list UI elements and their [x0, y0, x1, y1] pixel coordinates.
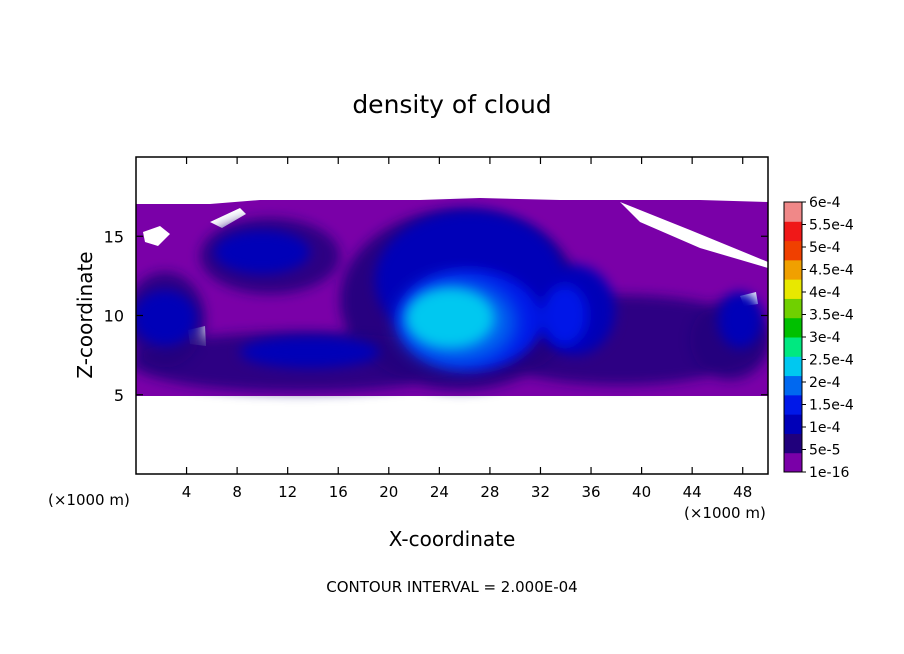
x-axis-unit-left: (×1000 m) — [48, 491, 130, 509]
colorbar-swatch — [784, 221, 802, 242]
colorbar-swatch — [784, 202, 802, 222]
colorbar-swatch — [784, 433, 802, 454]
colorbar-label: 3e-4 — [809, 330, 841, 346]
cloud-gap — [210, 208, 246, 228]
colorbar-label: 4e-4 — [809, 285, 841, 301]
colorbar-swatch — [784, 298, 802, 319]
colorbar-swatch — [784, 259, 802, 280]
x-axis-unit-right: (×1000 m) — [684, 504, 766, 522]
colorbar-label: 5e-4 — [809, 240, 841, 256]
colorbar-swatch — [784, 414, 802, 434]
y-axis-label: Z-coordinate — [73, 251, 97, 378]
colorbar-label: 1e-16 — [809, 465, 849, 481]
colorbar: 1e-16 5e-5 1e-4 1.5e-4 2e-4 2.5e-4 3e-4 3.5e-4 4… — [783, 195, 854, 481]
colorbar-label: 2.5e-4 — [809, 353, 854, 369]
x-tick-label: 4 — [182, 483, 192, 501]
contour-1.5e-4 — [543, 285, 587, 345]
x-tick-label: 20 — [379, 483, 398, 501]
cloud-gap — [143, 226, 170, 246]
colorbar-swatch — [784, 452, 802, 473]
x-tick-label: 32 — [531, 483, 550, 501]
cloud-density-field — [136, 198, 768, 396]
contour-1e-4 — [718, 292, 762, 348]
colorbar-label: 6e-4 — [809, 195, 841, 211]
contour-1e-4 — [136, 290, 197, 346]
chart-title: density of cloud — [352, 90, 551, 119]
x-tick-label: 40 — [632, 483, 651, 501]
colorbar-swatch — [784, 375, 802, 396]
y-axis: 5 10 15 — [104, 227, 768, 405]
x-tick-label: 28 — [480, 483, 499, 501]
x-tick-label: 12 — [278, 483, 297, 501]
x-axis: 4 8 12 16 20 24 28 32 36 40 44 48 — [182, 157, 752, 501]
colorbar-swatch — [784, 394, 802, 415]
x-tick-label: 24 — [430, 483, 449, 501]
x-tick-label: 44 — [683, 483, 702, 501]
contour-1e-4 — [240, 336, 380, 368]
colorbar-swatch — [784, 279, 802, 299]
x-tick-label: 8 — [232, 483, 242, 501]
y-tick-label: 10 — [104, 307, 124, 326]
colorbar-swatch — [784, 356, 802, 377]
colorbar-label: 2e-4 — [809, 375, 841, 391]
colorbar-swatch — [784, 240, 802, 261]
colorbar-label: 5e-5 — [809, 443, 840, 459]
y-tick-label: 15 — [104, 227, 124, 246]
x-tick-label: 16 — [329, 483, 348, 501]
contour-core — [406, 288, 494, 348]
colorbar-swatch — [784, 337, 802, 357]
x-tick-label: 36 — [581, 483, 600, 501]
x-axis-label: X-coordinate — [389, 527, 516, 551]
colorbar-label: 1.5e-4 — [809, 398, 854, 414]
colorbar-label: 5.5e-4 — [809, 218, 854, 234]
colorbar-label: 1e-4 — [809, 420, 841, 436]
colorbar-swatch — [784, 317, 802, 338]
contour-interval-note: CONTOUR INTERVAL = 2.000E-04 — [326, 578, 577, 596]
y-tick-label: 5 — [114, 386, 124, 405]
colorbar-label: 3.5e-4 — [809, 308, 854, 324]
contour-1e-4 — [214, 230, 310, 274]
cloud-gap — [620, 202, 768, 268]
colorbar-label: 4.5e-4 — [809, 263, 854, 279]
x-tick-label: 48 — [733, 483, 752, 501]
